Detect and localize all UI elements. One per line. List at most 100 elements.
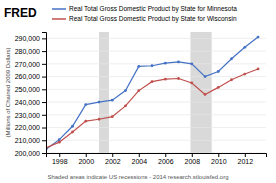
x-tick-mark xyxy=(59,153,60,157)
series-marker xyxy=(111,99,114,102)
series-marker xyxy=(151,80,154,83)
legend-label: Real Total Gross Domestic Product by Sta… xyxy=(69,15,237,23)
y-tick-label: 290,000 xyxy=(15,35,40,42)
y-tick-mark xyxy=(42,115,46,116)
x-tick: 2012 xyxy=(238,153,254,165)
legend: Real Total Gross Domestic Product by Sta… xyxy=(52,5,237,23)
x-tick-mark xyxy=(218,153,219,157)
grid-line xyxy=(46,89,266,90)
series-marker xyxy=(84,120,87,123)
series-marker xyxy=(177,61,180,64)
y-tick-label: 210,000 xyxy=(15,137,40,144)
series-marker xyxy=(98,101,101,104)
series-marker xyxy=(71,131,74,134)
series-marker xyxy=(137,89,140,92)
series-marker xyxy=(190,62,193,65)
chart: 19982000200220042006200820102012200,0002… xyxy=(0,0,276,183)
series-marker xyxy=(230,78,233,81)
series-marker xyxy=(98,118,101,121)
series-marker xyxy=(243,46,246,49)
y-tick-label: 260,000 xyxy=(15,73,40,80)
series-marker xyxy=(124,104,127,107)
y-tick: 280,000 xyxy=(15,48,46,55)
series-marker xyxy=(177,77,180,80)
series-marker xyxy=(84,103,87,106)
y-tick: 260,000 xyxy=(15,73,46,80)
y-tick-label: 220,000 xyxy=(15,124,40,131)
series-marker xyxy=(111,115,114,118)
y-tick-mark xyxy=(42,140,46,141)
x-tick-label: 1998 xyxy=(52,158,68,165)
x-tick-label: 2010 xyxy=(211,158,227,165)
x-tick-label: 2006 xyxy=(158,158,174,165)
x-tick-mark xyxy=(86,153,87,157)
annotation: Shaded areas indicate US recessions - 20… xyxy=(47,174,228,180)
grid-line xyxy=(46,102,266,103)
x-tick: 1998 xyxy=(52,153,68,165)
grid-line xyxy=(46,51,266,52)
y-tick-mark xyxy=(42,128,46,129)
grid-line xyxy=(46,140,266,141)
y-tick: 210,000 xyxy=(15,137,46,144)
x-tick-label: 2000 xyxy=(78,158,94,165)
x-tick-label: 2002 xyxy=(105,158,121,165)
series-marker xyxy=(137,65,140,68)
legend-swatch xyxy=(52,8,66,10)
x-tick: 2010 xyxy=(211,153,227,165)
y-tick: 240,000 xyxy=(15,99,46,106)
x-tick-label: 2012 xyxy=(238,158,254,165)
x-tick-mark xyxy=(165,153,166,157)
x-tick-mark xyxy=(112,153,113,157)
plot-area xyxy=(46,32,266,153)
series-marker xyxy=(217,70,220,73)
series-marker xyxy=(217,86,220,89)
y-tick-label: 200,000 xyxy=(15,150,40,157)
series-marker xyxy=(164,78,167,81)
x-axis: 1998 2000 2002 2004 2006 2008 2010 2012 xyxy=(47,153,267,165)
series-marker xyxy=(204,75,207,78)
grid-line xyxy=(46,38,266,39)
x-axis-line xyxy=(47,154,267,158)
x-tick-mark xyxy=(139,153,140,157)
y-tick-mark xyxy=(42,38,46,39)
series-marker xyxy=(204,93,207,96)
y-tick-label: 240,000 xyxy=(15,99,40,106)
y-tick-label: 230,000 xyxy=(15,112,40,119)
grid-line xyxy=(46,76,266,77)
y-tick: 270,000 xyxy=(15,61,46,68)
y-tick: 250,000 xyxy=(15,86,46,93)
series-line xyxy=(46,69,258,148)
series-marker xyxy=(243,73,246,76)
y-axis: 200,000 210,000 220,000 230,000 240,000 250,0… xyxy=(15,33,47,157)
x-tick-mark xyxy=(245,153,246,157)
x-tick-label: 2004 xyxy=(131,158,147,165)
series-marker xyxy=(58,138,61,141)
series-marker xyxy=(257,36,260,39)
x-tick-label: 2008 xyxy=(184,158,200,165)
y-tick-mark xyxy=(42,77,46,78)
shaded-span xyxy=(99,32,109,153)
series-marker xyxy=(164,62,167,65)
y-axis-line xyxy=(42,33,47,154)
series-marker xyxy=(190,82,193,85)
series-marker xyxy=(230,57,233,60)
y-tick-label: 270,000 xyxy=(15,61,40,68)
y-tick: 200,000 xyxy=(15,150,46,157)
series-marker xyxy=(71,125,74,128)
y-tick: 230,000 xyxy=(15,112,46,119)
x-tick: 2004 xyxy=(131,153,147,165)
y-tick-mark xyxy=(42,102,46,103)
x-tick: 2000 xyxy=(78,153,94,165)
grid-line xyxy=(46,63,266,64)
y-tick-label: 250,000 xyxy=(15,86,40,93)
series-marker xyxy=(124,89,127,92)
legend-label: Real Total Gross Domestic Product by Sta… xyxy=(69,5,237,13)
y-axis-title: (Millions of Chained 2009 Dollars) xyxy=(5,47,11,137)
y-tick-label: 280,000 xyxy=(15,48,40,55)
x-tick: 2002 xyxy=(105,153,121,165)
y-tick-mark xyxy=(42,64,46,65)
series-marker xyxy=(257,68,260,71)
series-marker xyxy=(58,141,61,144)
y-tick-mark xyxy=(42,153,46,154)
x-tick: 2006 xyxy=(158,153,174,165)
